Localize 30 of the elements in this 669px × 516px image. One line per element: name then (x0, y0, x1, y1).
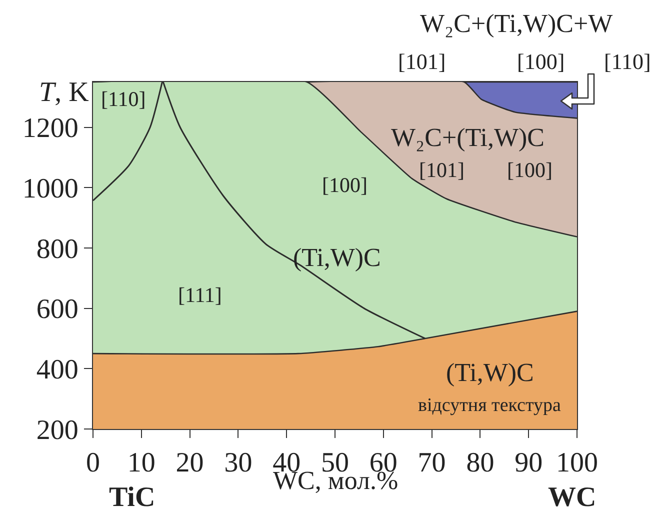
y-tick-label: 1000 (22, 173, 78, 204)
x-tick-label: 10 (127, 448, 156, 479)
y-tick-label: 200 (36, 414, 78, 446)
y-axis-title: T, K (39, 77, 89, 108)
text: WC (548, 482, 596, 513)
y-tick-label: 1200 (22, 113, 78, 144)
text: [100] (517, 49, 565, 74)
annotation: [111] (178, 283, 222, 307)
x-tick-label: 90 (514, 448, 543, 479)
annotation: [110] (101, 87, 146, 111)
annotation: відсутня текстура (418, 395, 562, 416)
annotation: [100] (507, 158, 552, 182)
text: [110] (604, 49, 651, 74)
x-tick-label: 100 (556, 448, 598, 479)
text: [101] (398, 49, 446, 74)
x-tick-label: 70 (418, 448, 446, 479)
text: W₂C+(Ti,W)C+W (420, 9, 614, 38)
y-tick-label: 800 (36, 234, 78, 265)
annotation: W₂C+(Ti,W)C (391, 123, 544, 152)
annotation: [100] (322, 173, 368, 197)
x-tick-label: 80 (466, 448, 494, 479)
x-tick-label: 0 (86, 448, 100, 479)
x-tick-label: 20 (176, 448, 204, 479)
y-tick-label: 600 (36, 294, 78, 326)
y-tick-label: 400 (36, 354, 78, 386)
annotation: [101] (419, 158, 464, 182)
x-tick-label: 30 (224, 448, 252, 479)
text: TiC (109, 482, 156, 513)
annotation: (Ti,W)C (293, 243, 381, 272)
annotation: (Ti,W)C (446, 358, 534, 387)
